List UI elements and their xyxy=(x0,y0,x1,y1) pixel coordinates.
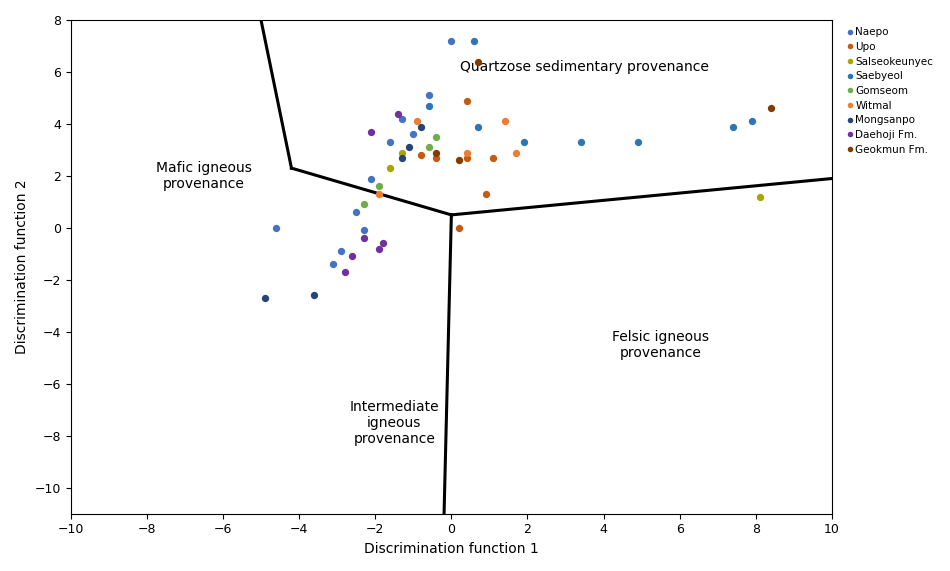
Point xyxy=(394,148,409,157)
Point xyxy=(421,143,436,152)
Point xyxy=(394,153,409,162)
Text: Felsic igneous
provenance: Felsic igneous provenance xyxy=(612,329,710,360)
Point xyxy=(356,200,371,209)
Point xyxy=(257,293,273,303)
Point xyxy=(470,57,485,66)
Point xyxy=(752,192,768,201)
Point xyxy=(573,138,588,147)
Point xyxy=(375,239,390,248)
Point xyxy=(459,148,474,157)
Point xyxy=(413,122,428,131)
Point xyxy=(485,153,501,162)
Point xyxy=(394,114,409,123)
Point xyxy=(764,104,779,113)
Point xyxy=(364,174,379,183)
Point xyxy=(470,122,485,131)
Point xyxy=(413,151,428,160)
Point xyxy=(349,208,364,217)
Point xyxy=(356,226,371,235)
Point xyxy=(402,143,417,152)
Point xyxy=(444,36,459,45)
Point xyxy=(459,153,474,162)
Point xyxy=(428,148,444,157)
Point xyxy=(337,267,352,276)
Point xyxy=(406,130,421,139)
Point xyxy=(326,260,341,269)
Point xyxy=(371,190,387,199)
Point xyxy=(459,96,474,105)
Point xyxy=(421,101,436,110)
Text: Intermediate
igneous
provenance: Intermediate igneous provenance xyxy=(350,400,439,446)
Point xyxy=(345,252,360,261)
Legend: Naepo, Upo, Salseokeunyec, Saebyeol, Gomseom, Witmal, Mongsanpo, Daehoji Fm., Ge: Naepo, Upo, Salseokeunyec, Saebyeol, Gom… xyxy=(845,25,935,157)
Point xyxy=(371,182,387,191)
Point xyxy=(371,244,387,254)
Point xyxy=(428,132,444,142)
Point xyxy=(630,138,645,147)
Point xyxy=(466,36,482,45)
Point xyxy=(307,291,322,300)
X-axis label: Discrimination function 1: Discrimination function 1 xyxy=(364,542,539,556)
Point xyxy=(451,156,466,165)
Point xyxy=(508,148,523,157)
Point xyxy=(409,117,425,126)
Point xyxy=(745,117,760,126)
Point xyxy=(364,127,379,136)
Point xyxy=(428,153,444,162)
Point xyxy=(478,190,493,199)
Text: Quartzose sedimentary provenance: Quartzose sedimentary provenance xyxy=(460,60,709,74)
Point xyxy=(516,138,531,147)
Text: Mafic igneous
provenance: Mafic igneous provenance xyxy=(156,161,252,191)
Point xyxy=(383,163,398,172)
Point xyxy=(726,122,741,131)
Point xyxy=(497,117,512,126)
Y-axis label: Discrimination function 2: Discrimination function 2 xyxy=(15,179,29,354)
Point xyxy=(390,109,406,118)
Point xyxy=(383,138,398,147)
Point xyxy=(451,223,466,232)
Point xyxy=(333,247,349,256)
Point xyxy=(421,91,436,100)
Point xyxy=(269,223,284,232)
Point xyxy=(356,234,371,243)
